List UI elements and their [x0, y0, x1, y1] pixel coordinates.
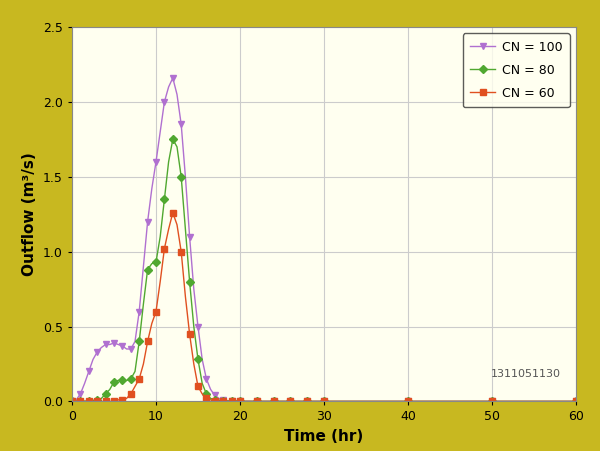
Line: CN = 100: CN = 100: [69, 75, 579, 404]
CN = 100: [81, 381, 88, 386]
CN = 60: [169, 210, 176, 216]
CN = 60: [232, 399, 239, 404]
CN = 80: [169, 137, 176, 142]
CN = 100: [236, 399, 244, 404]
CN = 80: [173, 144, 181, 150]
Legend: CN = 100, CN = 80, CN = 60: CN = 100, CN = 80, CN = 60: [463, 33, 570, 107]
CN = 80: [131, 369, 139, 374]
CN = 60: [131, 384, 139, 389]
CN = 80: [232, 399, 239, 404]
CN = 100: [77, 391, 84, 396]
X-axis label: Time (hr): Time (hr): [284, 429, 364, 444]
CN = 80: [236, 399, 244, 404]
CN = 80: [81, 399, 88, 404]
CN = 60: [77, 399, 84, 404]
CN = 60: [81, 399, 88, 404]
CN = 60: [173, 222, 181, 227]
Text: 1311051130: 1311051130: [491, 369, 561, 379]
CN = 100: [68, 399, 76, 404]
CN = 100: [131, 339, 139, 344]
CN = 60: [68, 399, 76, 404]
Y-axis label: Outflow (m³/s): Outflow (m³/s): [22, 152, 37, 276]
CN = 100: [232, 399, 239, 404]
CN = 60: [236, 399, 244, 404]
CN = 80: [68, 399, 76, 404]
CN = 60: [572, 399, 580, 404]
CN = 100: [173, 92, 181, 97]
CN = 80: [77, 399, 84, 404]
Line: CN = 60: CN = 60: [69, 210, 579, 404]
Line: CN = 80: CN = 80: [69, 137, 579, 404]
CN = 80: [572, 399, 580, 404]
CN = 100: [169, 75, 176, 81]
CN = 100: [572, 399, 580, 404]
